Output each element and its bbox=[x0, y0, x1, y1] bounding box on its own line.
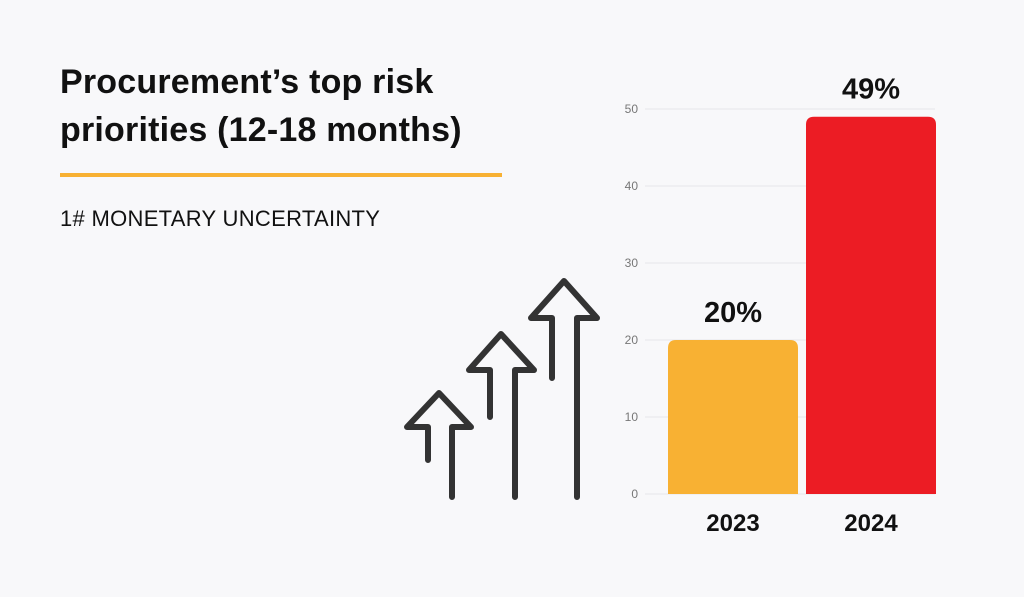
title-line-2: priorities (12-18 months) bbox=[60, 111, 462, 149]
y-tick-label: 40 bbox=[625, 179, 639, 193]
page-title: Procurement’s top risk priorities (12-18… bbox=[60, 58, 530, 154]
bar-2023 bbox=[668, 340, 798, 494]
y-tick-label: 10 bbox=[625, 410, 639, 424]
arrow-short-icon bbox=[404, 390, 474, 500]
y-tick-label: 0 bbox=[631, 487, 638, 501]
category-label-2024: 2024 bbox=[844, 510, 898, 537]
bar-2024 bbox=[806, 116, 936, 494]
arrow-tall-icon bbox=[528, 278, 600, 500]
y-tick-label: 20 bbox=[625, 333, 639, 347]
title-line-1: Procurement’s top risk bbox=[60, 63, 434, 101]
category-label-2023: 2023 bbox=[706, 510, 759, 537]
three-rising-arrows-icon bbox=[404, 278, 600, 500]
y-tick-label: 50 bbox=[625, 102, 639, 116]
labels: 20% 2023 49% 2024 bbox=[704, 74, 900, 537]
value-label-2024: 49% bbox=[842, 74, 900, 106]
accent-divider bbox=[60, 173, 502, 177]
value-label-2023: 20% bbox=[704, 297, 762, 329]
subheading: 1# MONETARY UNCERTAINTY bbox=[60, 206, 381, 231]
bars bbox=[668, 116, 936, 494]
arrow-medium-icon bbox=[466, 331, 537, 500]
bar-chart: 0 10 20 30 40 50 20% 2023 49% 2024 bbox=[625, 74, 936, 537]
y-axis: 0 10 20 30 40 50 bbox=[625, 102, 639, 501]
y-tick-label: 30 bbox=[625, 256, 639, 270]
